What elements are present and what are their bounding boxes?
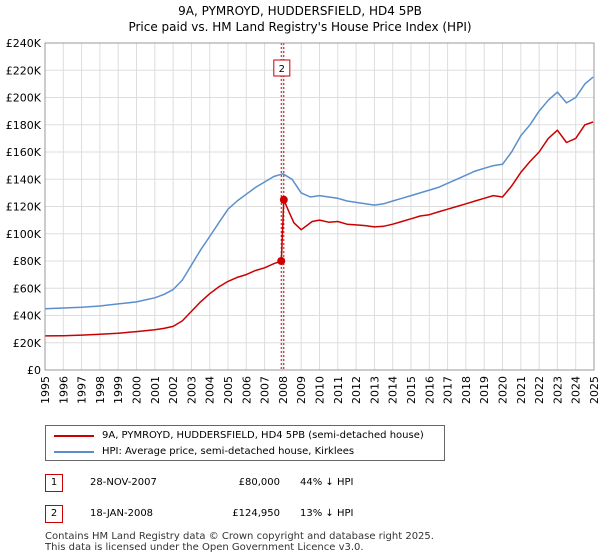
x-tick-label: 2011 xyxy=(332,376,345,404)
sale-markers xyxy=(277,195,288,265)
x-tick-label: 2013 xyxy=(368,376,381,404)
legend: 9A, PYMROYD, HUDDERSFIELD, HD4 5PB (semi… xyxy=(45,425,445,461)
series xyxy=(44,76,594,337)
x-tick-label: 2006 xyxy=(240,376,253,404)
sale-date-lines xyxy=(280,43,285,370)
footer-licence: This data is licensed under the Open Gov… xyxy=(45,542,364,553)
transaction-hpi-diff: 44% ↓ HPI xyxy=(300,477,354,488)
x-tick-label: 2017 xyxy=(442,376,455,404)
y-tick-label: £0 xyxy=(27,364,41,377)
transaction-date: 18-JAN-2008 xyxy=(90,508,154,519)
chart-subtitle: Price paid vs. HM Land Registry's House … xyxy=(128,20,472,34)
x-tick-label: 2010 xyxy=(314,376,327,404)
y-tick-label: £220K xyxy=(6,64,42,77)
x-tick-label: 2023 xyxy=(551,376,564,404)
transaction-date: 28-NOV-2007 xyxy=(90,477,157,488)
legend-label-hpi: HPI: Average price, semi-detached house,… xyxy=(102,446,355,457)
y-tick-label: £20K xyxy=(13,337,42,350)
y-tick-label: £40K xyxy=(13,310,42,323)
legend-label-property: 9A, PYMROYD, HUDDERSFIELD, HD4 5PB (semi… xyxy=(102,430,424,441)
x-tick-label: 2003 xyxy=(185,376,198,404)
x-tick-label: 2015 xyxy=(405,376,418,404)
sale-point xyxy=(279,195,288,204)
property-price-line xyxy=(44,121,594,337)
x-tick-label: 2001 xyxy=(149,376,162,404)
x-tick-label: 2007 xyxy=(259,376,272,404)
x-tick-label: 2020 xyxy=(497,376,510,404)
y-axis: £0 £20K £40K £60K £80K £100K £120K £140K £160K £1… xyxy=(6,37,42,377)
x-tick-label: 2019 xyxy=(478,376,491,404)
transaction-price: £124,950 xyxy=(232,508,280,519)
y-tick-label: £100K xyxy=(6,228,42,241)
grid xyxy=(44,42,595,371)
footer: Contains HM Land Registry data © Crown c… xyxy=(45,531,434,553)
x-tick-label: 2022 xyxy=(533,376,546,404)
y-tick-label: £160K xyxy=(6,146,42,159)
footer-copyright: Contains HM Land Registry data © Crown c… xyxy=(45,531,434,542)
y-tick-label: £120K xyxy=(6,201,42,214)
x-tick-label: 1998 xyxy=(94,376,107,404)
transaction-price: £80,000 xyxy=(238,477,280,488)
x-tick-label: 2005 xyxy=(222,376,235,404)
transaction-number: 2 xyxy=(45,505,63,523)
legend-swatch-property xyxy=(54,435,94,437)
x-tick-label: 2012 xyxy=(350,376,363,404)
transaction-hpi-diff: 13% ↓ HPI xyxy=(300,508,354,519)
x-tick-label: 2021 xyxy=(515,376,528,404)
plot-frame xyxy=(44,42,595,371)
annotation-box xyxy=(273,59,291,77)
legend-swatch-hpi xyxy=(54,451,94,453)
x-tick-label: 2004 xyxy=(204,376,217,404)
price-chart: £0 £20K £40K £60K £80K £100K £120K £140K £160K £1… xyxy=(6,37,600,404)
x-tick-label: 2018 xyxy=(460,376,473,404)
x-tick-label: 2025 xyxy=(588,376,600,404)
x-tick-label: 2000 xyxy=(131,376,144,404)
annotation-boxes: 2 xyxy=(273,59,291,77)
chart-title: 9A, PYMROYD, HUDDERSFIELD, HD4 5PB xyxy=(178,4,422,18)
x-tick-label: 2024 xyxy=(570,376,583,404)
y-tick-label: £80K xyxy=(13,255,42,268)
x-tick-label: 1997 xyxy=(76,376,89,404)
x-tick-label: 2009 xyxy=(295,376,308,404)
x-axis: 1995 1996 1997 1998 1999 2000 2001 2002 2003 2004… xyxy=(39,376,600,404)
sale-point xyxy=(277,257,286,265)
x-tick-label: 2014 xyxy=(387,376,400,404)
x-tick-label: 2008 xyxy=(277,376,290,404)
hpi-line xyxy=(44,76,594,310)
y-tick-label: £140K xyxy=(6,173,42,186)
y-tick-label: £60K xyxy=(13,282,42,295)
x-tick-label: 1995 xyxy=(39,376,52,404)
y-tick-label: £240K xyxy=(6,37,42,50)
annotation-label: 2 xyxy=(279,64,285,75)
x-tick-label: 1996 xyxy=(57,376,70,404)
x-tick-label: 1999 xyxy=(112,376,125,404)
y-tick-label: £200K xyxy=(6,92,42,105)
y-tick-label: £180K xyxy=(6,119,42,132)
transaction-number: 1 xyxy=(45,474,63,492)
x-tick-label: 2016 xyxy=(423,376,436,404)
x-tick-label: 2002 xyxy=(167,376,180,404)
